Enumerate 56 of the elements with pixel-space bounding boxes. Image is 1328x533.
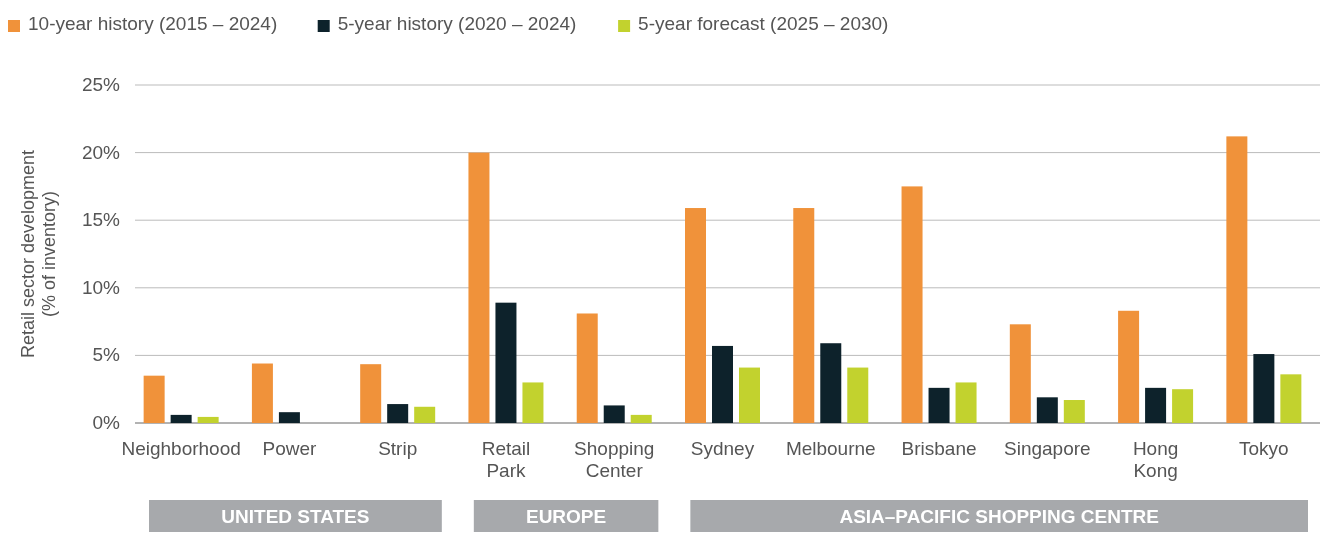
bar	[468, 152, 490, 423]
bar	[820, 343, 842, 423]
y-tick-label: 10%	[81, 276, 121, 298]
text: UNITED STATES	[221, 506, 370, 527]
bar	[1036, 397, 1058, 423]
bar	[1280, 374, 1302, 423]
x-tick-label: Retail Park	[481, 438, 531, 481]
bar	[793, 208, 815, 423]
legend-label: 5-year forecast (2025 – 2030)	[638, 13, 889, 34]
x-tick-label: Sydney	[690, 438, 755, 459]
x-tick-label: Neighborhood	[121, 438, 241, 459]
legend-label: 10-year history (2015 – 2024)	[28, 13, 278, 34]
x-tick-label: Tokyo	[1239, 438, 1289, 459]
bar	[278, 412, 300, 423]
bar	[630, 414, 652, 423]
x-tick-label: Strip	[378, 438, 418, 459]
y-tick-label: 5%	[92, 344, 121, 366]
x-tick-label: Melbourne	[785, 438, 876, 459]
bar	[739, 367, 760, 423]
bar	[360, 364, 382, 423]
y-tick-label: 15%	[81, 209, 121, 231]
bar	[1063, 400, 1085, 423]
bar	[143, 375, 165, 423]
bar	[170, 414, 192, 423]
text: ASIA–PACIFIC SHOPPING CENTRE	[839, 506, 1159, 527]
bar	[928, 387, 950, 423]
x-tick-label: Brisbane	[901, 438, 977, 459]
bar	[251, 363, 273, 423]
bar	[1009, 324, 1031, 423]
bar	[603, 405, 625, 423]
bar	[901, 186, 923, 423]
bar	[1118, 310, 1140, 423]
bar	[847, 367, 869, 423]
x-tick-label: Singapore	[1004, 438, 1091, 459]
bar	[1253, 354, 1275, 423]
bar	[685, 208, 706, 423]
y-tick-label: 0%	[92, 412, 121, 433]
text: EUROPE	[525, 506, 607, 527]
legend-label: 5-year history (2020 – 2024)	[337, 13, 577, 34]
bar	[387, 404, 409, 423]
bar	[576, 313, 598, 423]
bar	[1172, 389, 1194, 423]
x-tick-label: Hong Kong	[1132, 438, 1179, 481]
bar	[712, 345, 733, 423]
bar	[495, 302, 517, 423]
y-tick-label: 25%	[81, 74, 121, 95]
y-tick-label: 20%	[81, 141, 121, 163]
bar	[955, 382, 977, 423]
bar	[197, 416, 219, 423]
bar	[1226, 136, 1248, 423]
bar	[522, 382, 544, 423]
bar	[414, 406, 436, 423]
y-axis-title: Retail sector development (% of inventory)	[18, 149, 59, 359]
x-tick-label: Power	[262, 438, 318, 459]
x-tick-label: Shopping Center	[574, 438, 655, 481]
bar	[1145, 387, 1167, 423]
